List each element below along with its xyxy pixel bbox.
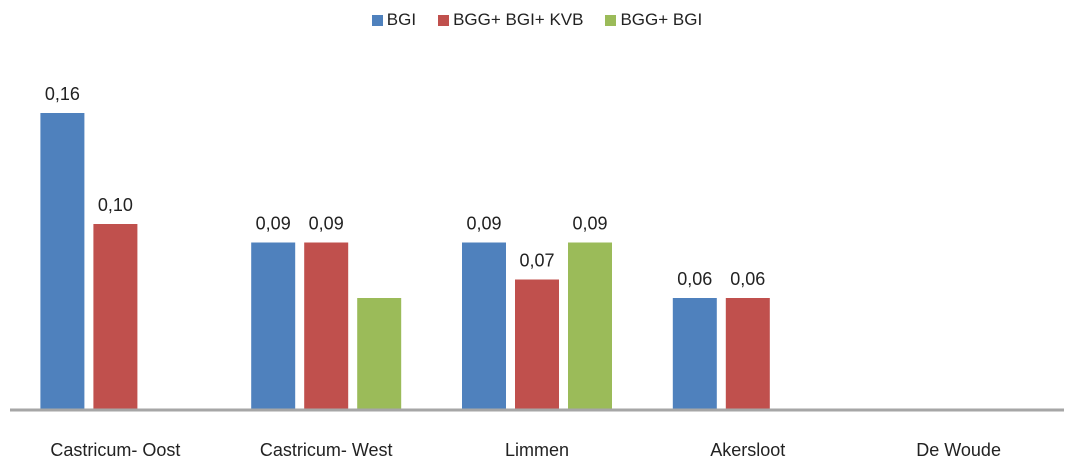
- bar-bgi-castricum-west: [251, 242, 296, 409]
- legend: BGI BGG+ BGI+ KVB BGG+ BGI: [0, 10, 1074, 30]
- legend-label-bgi: BGI: [386, 10, 417, 29]
- data-label-bgg-bgi-kvb-castricum-west: 0,09: [309, 214, 344, 234]
- bar-bgg-bgi-kvb-castricum-west: [304, 242, 349, 409]
- bar-bgg-bgi-kvb-castricum-oost: [93, 224, 138, 409]
- data-label-bgg-bgi-kvb-limmen: 0,07: [519, 251, 554, 271]
- legend-swatch-bgg-bgi-kvb: [438, 14, 450, 26]
- legend-label-bgg-bgi: BGG+ BGI: [620, 10, 703, 29]
- data-label-bgi-castricum-west: 0,09: [256, 214, 291, 234]
- data-label-bgg-bgi-kvb-castricum-oost: 0,10: [98, 195, 133, 215]
- legend-label-bgg-bgi-kvb: BGG+ BGI+ KVB: [453, 10, 584, 29]
- bar-bgg-bgi-kvb-akersloot: [725, 298, 770, 409]
- category-label-de-woude: De Woude: [916, 440, 1001, 460]
- legend-item-bgg-bgi-kvb: BGG+ BGI+ KVB: [438, 10, 583, 30]
- bar-bgg-bgi-limmen: [568, 242, 612, 409]
- legend-swatch-bgg-bgi: [605, 14, 617, 26]
- bar-bgg-bgi-castricum-west: [357, 298, 402, 409]
- data-label-bgi-limmen: 0,09: [466, 214, 501, 234]
- legend-swatch-bgi: [371, 14, 383, 26]
- category-label-limmen: Limmen: [505, 440, 569, 460]
- legend-item-bgg-bgi: BGG+ BGI: [605, 10, 702, 30]
- data-label-bgg-bgi-kvb-akersloot: 0,06: [730, 269, 765, 289]
- category-label-castricum-oost: Castricum- Oost: [50, 440, 180, 460]
- category-label-castricum-west: Castricum- West: [260, 440, 393, 460]
- data-label-bgi-akersloot: 0,06: [677, 269, 712, 289]
- bar-bgi-akersloot: [672, 298, 717, 409]
- legend-item-bgi: BGI: [371, 10, 417, 30]
- data-label-bgg-bgi-limmen: 0,09: [572, 214, 607, 234]
- category-label-akersloot: Akersloot: [710, 440, 785, 460]
- bar-bgi-castricum-oost: [40, 113, 85, 409]
- data-label-bgi-castricum-oost: 0,16: [45, 84, 80, 104]
- bar-bgg-bgi-kvb-limmen: [515, 279, 559, 409]
- bar-bgi-limmen: [462, 242, 506, 409]
